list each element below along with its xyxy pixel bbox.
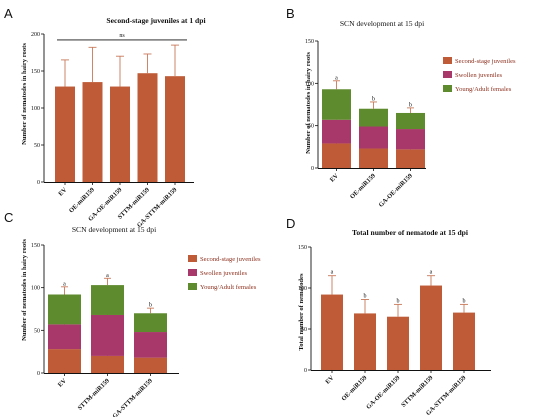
legend-swatch bbox=[188, 283, 197, 290]
legend-label: Swollen juveniles bbox=[455, 72, 503, 79]
bar-oe-mir159 bbox=[82, 82, 103, 182]
bar-segment bbox=[48, 349, 81, 373]
y-tick-label: 100 bbox=[305, 81, 314, 87]
bar-segment bbox=[396, 112, 425, 130]
bar-segment bbox=[48, 294, 81, 325]
bar-segment bbox=[322, 119, 351, 144]
bar-oe-mir159 bbox=[354, 313, 376, 370]
panel-d-plot: 0 50 100 150 a b b a b EV OE-miR159GA-OE-miR159STT… bbox=[298, 245, 491, 417]
legend-label: Young/Adult females bbox=[200, 284, 257, 291]
y-tick-label: 100 bbox=[31, 286, 40, 292]
x-tick-label: EV bbox=[57, 186, 68, 197]
bar-segment bbox=[359, 108, 388, 127]
x-tick-label: GA-STTM-miR159 bbox=[111, 377, 154, 417]
bar-segment bbox=[396, 129, 425, 150]
significance-letter: a bbox=[63, 281, 66, 287]
bar-segment bbox=[134, 313, 167, 333]
x-tick-label: EV bbox=[324, 374, 335, 385]
x-tick-label: EV bbox=[57, 377, 68, 388]
significance-letter: a bbox=[430, 270, 433, 276]
bar-segment bbox=[134, 332, 167, 358]
bar-segment bbox=[322, 143, 351, 168]
panel-letter-a: A bbox=[4, 6, 13, 21]
significance-letter: b bbox=[372, 96, 375, 102]
y-tick-label: 50 bbox=[308, 124, 314, 130]
panel-c-ylabel: Number of nematodes in hairy roots bbox=[21, 239, 28, 341]
panel-letter-c: C bbox=[4, 210, 13, 225]
y-tick-label: 150 bbox=[305, 39, 314, 45]
panel-b-plot: 050100150aaabbbbbbEVOE-miR159GA-OE-miR15… bbox=[305, 39, 516, 209]
x-tick-label: GA-OE-miR159 bbox=[365, 374, 401, 410]
panel-a-title: Second-stage juveniles at 1 dpi bbox=[106, 16, 205, 25]
bar-segment bbox=[396, 149, 425, 168]
bar-ga-oe-mir159 bbox=[110, 86, 130, 182]
y-tick-label: 150 bbox=[298, 245, 307, 251]
bar-segment bbox=[91, 314, 124, 356]
legend-swatch bbox=[443, 85, 452, 92]
x-tick-label: STTM-miR159 bbox=[77, 377, 111, 411]
x-tick-label: OE-miR159 bbox=[349, 172, 377, 200]
legend-swatch bbox=[443, 57, 452, 64]
legend-swatch bbox=[188, 255, 197, 262]
panel-d-title: Total number of nematode at 15 dpi bbox=[352, 228, 468, 237]
x-tick-label: EV bbox=[329, 172, 340, 183]
legend-label: Second-stage juveniles bbox=[200, 256, 261, 263]
panel-b-title: SCN development at 15 dpi bbox=[340, 19, 424, 28]
bar-ga-oe-mir159 bbox=[387, 316, 409, 370]
bar-ga-sttm-mir159 bbox=[453, 312, 475, 370]
significance-letter: a bbox=[335, 75, 338, 81]
y-tick-label: 150 bbox=[31, 69, 40, 75]
y-tick-label: 0 bbox=[311, 166, 314, 172]
y-tick-label: 0 bbox=[37, 371, 40, 377]
panel-c-title: SCN development at 15 dpi bbox=[72, 225, 156, 234]
panel-letter-d: D bbox=[286, 216, 295, 231]
y-tick-label: 100 bbox=[31, 106, 40, 112]
panel-a-ylabel: Number of nematodes in hairy roots bbox=[21, 43, 28, 145]
bar-segment bbox=[91, 285, 124, 315]
x-tick-label: GA-OE-miR159 bbox=[378, 172, 414, 208]
legend-swatch bbox=[188, 269, 197, 276]
bar-ev bbox=[55, 86, 75, 182]
x-tick-label: OE-miR159 bbox=[68, 186, 96, 214]
significance-ns-label: ns bbox=[119, 33, 125, 39]
bar-ga-sttm-mir159 bbox=[165, 76, 185, 182]
legend-label: Swollen juveniles bbox=[200, 270, 248, 277]
y-tick-label: 50 bbox=[34, 143, 40, 149]
legend-label: Young/Adult females bbox=[455, 86, 512, 93]
y-tick-label: 0 bbox=[304, 368, 307, 374]
panel-letter-b: B bbox=[286, 6, 295, 21]
bar-segment bbox=[359, 126, 388, 149]
significance-letter: b bbox=[409, 102, 412, 108]
significance-letter: b bbox=[397, 298, 400, 304]
bar-segment bbox=[134, 357, 167, 373]
x-tick-label: OE-miR159 bbox=[340, 374, 368, 402]
y-tick-label: 100 bbox=[298, 286, 307, 292]
bar-ev bbox=[321, 294, 343, 370]
bar-segment bbox=[48, 324, 81, 350]
bar-sttm-mir159 bbox=[420, 285, 442, 370]
significance-letter: b bbox=[364, 293, 367, 299]
panel-d-ylabel: Total number of nematodes bbox=[298, 273, 305, 351]
significance-letter: b bbox=[149, 303, 152, 309]
bar-segment bbox=[91, 355, 124, 373]
significance-letter: a bbox=[331, 270, 334, 276]
y-tick-label: 150 bbox=[31, 243, 40, 249]
legend-swatch bbox=[443, 71, 452, 78]
y-tick-label: 50 bbox=[301, 327, 307, 333]
y-tick-label: 200 bbox=[31, 32, 40, 38]
significance-letter: a bbox=[106, 273, 109, 279]
legend-label: Second-stage juveniles bbox=[455, 58, 516, 65]
panel-b-ylabel: Number of nematodes in hairy roots bbox=[305, 52, 312, 154]
y-tick-label: 50 bbox=[34, 328, 40, 334]
significance-letter: b bbox=[463, 298, 466, 304]
bar-segment bbox=[359, 148, 388, 168]
x-tick-label: STTM-miR159 bbox=[400, 374, 434, 408]
bar-segment bbox=[322, 89, 351, 120]
panel-c-plot: 050100150abaaaaabbEVSTTM-miR159GA-STTM-m… bbox=[31, 243, 261, 417]
y-tick-label: 0 bbox=[37, 180, 40, 186]
bar-sttm-mir159 bbox=[137, 73, 158, 182]
